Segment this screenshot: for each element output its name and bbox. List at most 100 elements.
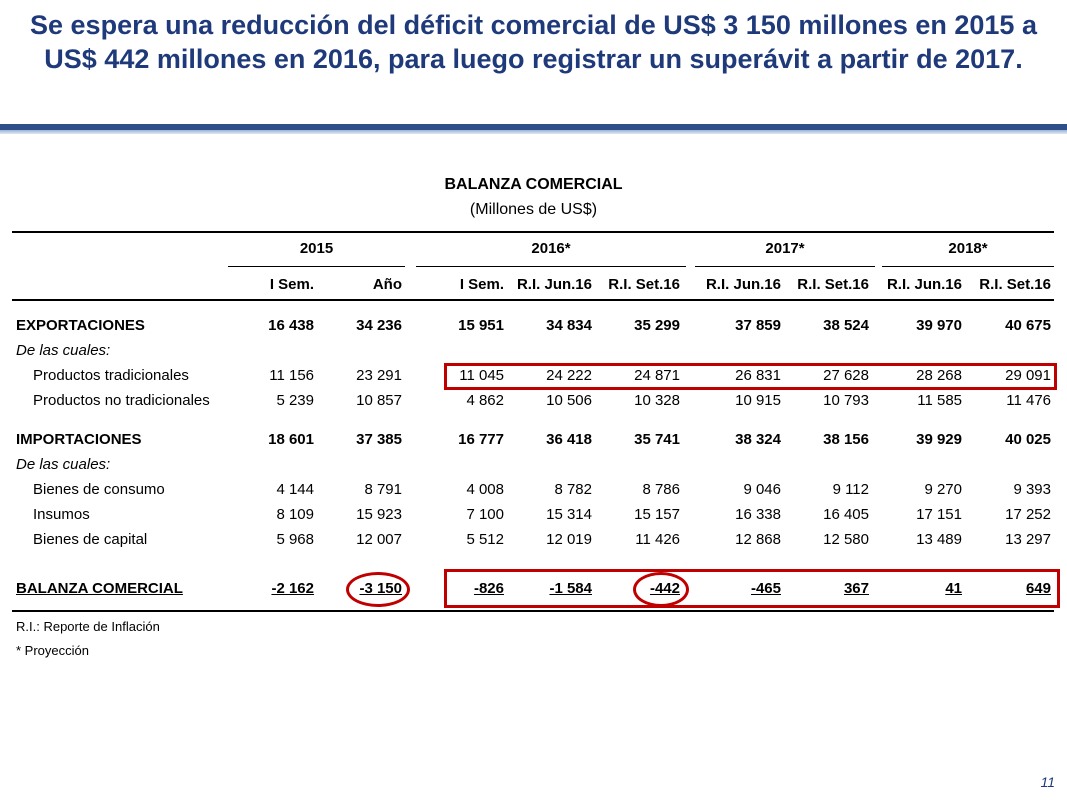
table-cell: 40 025 bbox=[1005, 431, 1051, 448]
column-header: R.I. Set.16 bbox=[979, 276, 1051, 293]
row-label: De las cuales: bbox=[16, 342, 111, 359]
table-cell: 38 324 bbox=[735, 431, 781, 448]
table-subtitle: (Millones de US$) bbox=[469, 201, 598, 218]
table-cell: 28 268 bbox=[916, 367, 962, 384]
table-cell: 9 270 bbox=[924, 481, 962, 498]
table-top-rule bbox=[12, 231, 1054, 233]
column-header: Año bbox=[372, 276, 402, 293]
header-bottom-rule bbox=[12, 299, 1054, 301]
table-cell: 8 791 bbox=[364, 481, 402, 498]
table-cell: 36 418 bbox=[546, 431, 592, 448]
year-rule-2017 bbox=[695, 266, 875, 267]
table-cell: 8 109 bbox=[276, 506, 314, 523]
table-cell: 9 393 bbox=[1013, 481, 1051, 498]
highlight-circle-2016-balance bbox=[633, 572, 689, 607]
page-number: 11 bbox=[1040, 774, 1055, 790]
table-cell: 11 585 bbox=[917, 392, 962, 409]
table-cell: 37 385 bbox=[356, 431, 402, 448]
table-cell: 15 923 bbox=[356, 506, 402, 523]
table-cell: 16 777 bbox=[458, 431, 504, 448]
year-header-2017: 2017* bbox=[765, 240, 805, 257]
table-cell: 38 524 bbox=[823, 317, 869, 334]
table-cell: 15 314 bbox=[546, 506, 592, 523]
table-cell: 8 782 bbox=[554, 481, 592, 498]
table-cell: 11 156 bbox=[269, 367, 314, 384]
table-cell: 11 426 bbox=[635, 531, 680, 548]
title-rule bbox=[0, 124, 1067, 130]
year-header-2016: 2016* bbox=[531, 240, 571, 257]
table-cell: -826 bbox=[473, 580, 504, 597]
table-cell: 11 045 bbox=[459, 367, 504, 384]
table-cell: 16 338 bbox=[735, 506, 781, 523]
year-header-2015: 2015 bbox=[299, 240, 334, 257]
table-cell: 16 438 bbox=[268, 317, 314, 334]
row-label: De las cuales: bbox=[16, 456, 111, 473]
table-cell: 367 bbox=[843, 580, 869, 597]
table-cell: 9 046 bbox=[743, 481, 781, 498]
table-bottom-rule bbox=[12, 610, 1054, 612]
table-cell: 24 222 bbox=[546, 367, 592, 384]
table-cell: 4 862 bbox=[466, 392, 504, 409]
table-cell: 12 019 bbox=[546, 531, 592, 548]
highlight-box-balance-projections bbox=[444, 569, 1060, 608]
table-cell: -2 162 bbox=[271, 580, 314, 597]
table-cell: 17 252 bbox=[1005, 506, 1051, 523]
table-cell: 27 628 bbox=[823, 367, 869, 384]
table-cell: 15 157 bbox=[634, 506, 680, 523]
table-cell: 5 512 bbox=[466, 531, 504, 548]
column-header: I Sem. bbox=[269, 276, 314, 293]
table-cell: 10 328 bbox=[634, 392, 680, 409]
table-cell: 11 476 bbox=[1006, 392, 1051, 409]
year-rule-2016 bbox=[416, 266, 686, 267]
row-label: IMPORTACIONES bbox=[16, 431, 142, 448]
table-cell: 24 871 bbox=[634, 367, 680, 384]
table-cell: 10 857 bbox=[356, 392, 402, 409]
row-label: Bienes de capital bbox=[33, 531, 148, 548]
table-cell: 34 236 bbox=[356, 317, 402, 334]
row-label: BALANZA COMERCIAL bbox=[16, 580, 183, 597]
table-cell: 13 489 bbox=[916, 531, 962, 548]
row-label: EXPORTACIONES bbox=[16, 317, 145, 334]
table-cell: 4 008 bbox=[466, 481, 504, 498]
table-cell: 12 868 bbox=[735, 531, 781, 548]
table-cell: 34 834 bbox=[546, 317, 592, 334]
table-cell: 23 291 bbox=[356, 367, 402, 384]
table-cell: 10 793 bbox=[823, 392, 869, 409]
column-header: R.I. Jun.16 bbox=[886, 276, 962, 293]
table-cell: 37 859 bbox=[735, 317, 781, 334]
slide-title: Se espera una reducción del déficit come… bbox=[30, 10, 1037, 74]
row-label: Productos tradicionales bbox=[33, 367, 189, 384]
table-cell: -1 584 bbox=[549, 580, 592, 597]
column-header: R.I. Jun.16 bbox=[516, 276, 592, 293]
table-cell: 16 405 bbox=[823, 506, 869, 523]
highlight-circle-2015-balance bbox=[346, 572, 410, 607]
table-cell: 39 970 bbox=[916, 317, 962, 334]
row-label: Bienes de consumo bbox=[33, 481, 165, 498]
table-cell: 10 915 bbox=[735, 392, 781, 409]
table-cell: 12 007 bbox=[356, 531, 402, 548]
row-label: Productos no tradicionales bbox=[33, 392, 210, 409]
title-rule-shadow bbox=[0, 130, 1067, 134]
column-header: I Sem. bbox=[459, 276, 504, 293]
table-cell: 26 831 bbox=[735, 367, 781, 384]
table-cell: 10 506 bbox=[546, 392, 592, 409]
column-header: R.I. Set.16 bbox=[797, 276, 869, 293]
table-cell: 12 580 bbox=[823, 531, 869, 548]
table-cell: 38 156 bbox=[823, 431, 869, 448]
table-cell: 649 bbox=[1025, 580, 1051, 597]
table-cell: 15 951 bbox=[458, 317, 504, 334]
year-rule-2018 bbox=[882, 266, 1054, 267]
table-cell: 8 786 bbox=[642, 481, 680, 498]
year-rule-2015 bbox=[228, 266, 405, 267]
table-cell: 29 091 bbox=[1005, 367, 1051, 384]
table-cell: 39 929 bbox=[916, 431, 962, 448]
footnote-projection: * Proyección bbox=[16, 643, 89, 658]
highlight-box-traditional-products bbox=[444, 363, 1057, 390]
table-cell: -465 bbox=[750, 580, 781, 597]
table-cell: 17 151 bbox=[916, 506, 962, 523]
table-cell: 35 741 bbox=[634, 431, 680, 448]
table-title: BALANZA COMERCIAL bbox=[444, 176, 623, 193]
table-cell: 18 601 bbox=[268, 431, 314, 448]
table-cell: 5 239 bbox=[276, 392, 314, 409]
table-cell: 7 100 bbox=[466, 506, 504, 523]
